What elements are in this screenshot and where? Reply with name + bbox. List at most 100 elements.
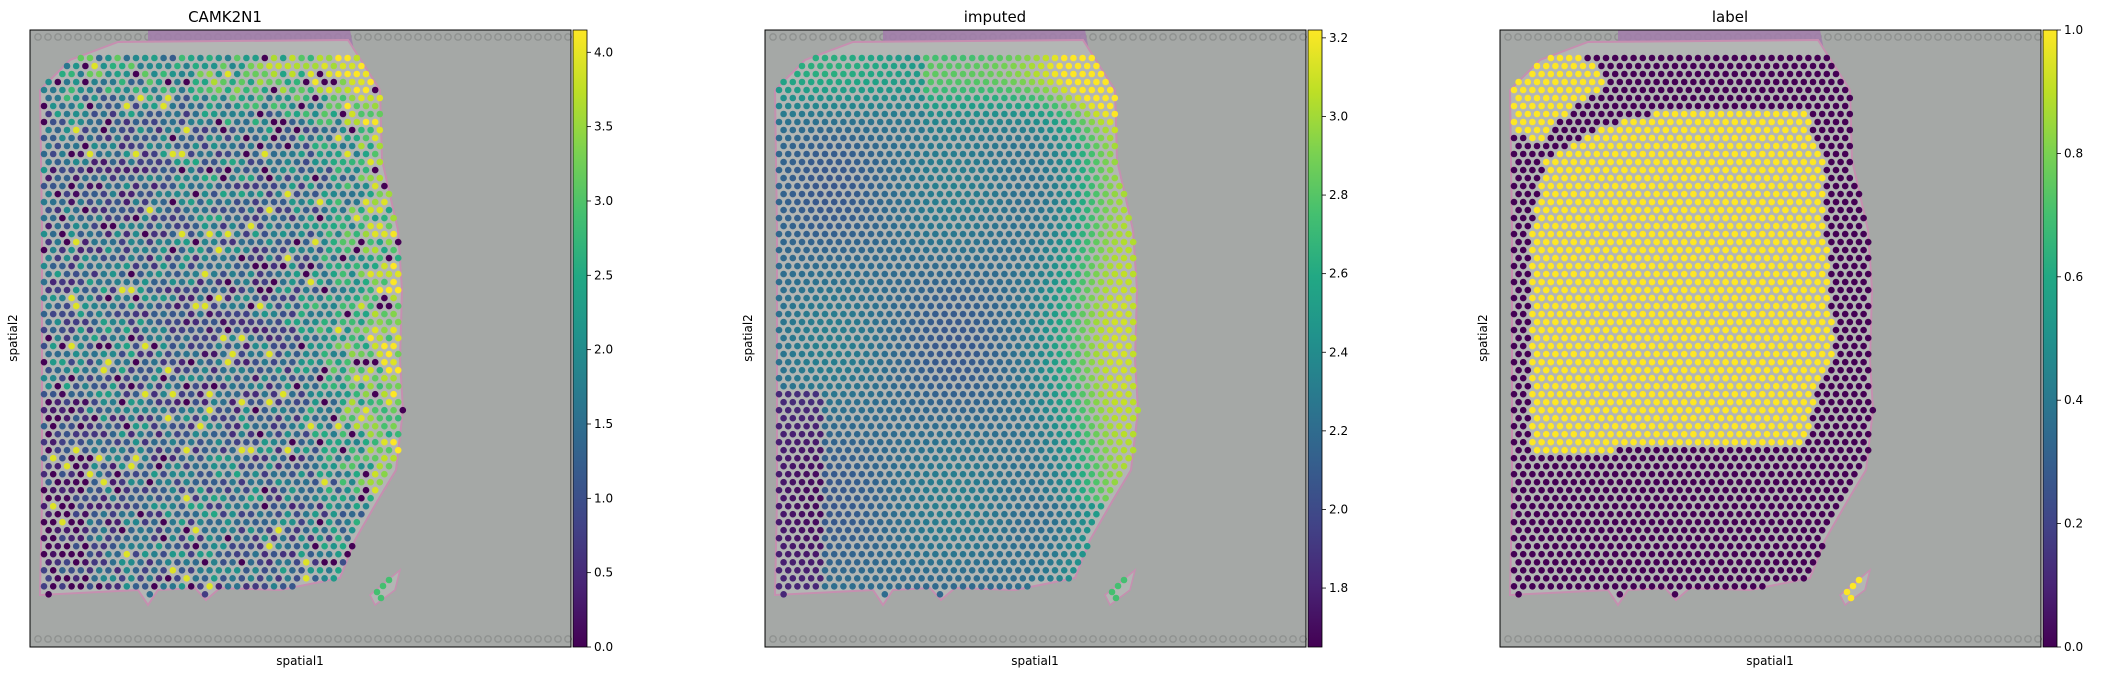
spot [128, 62, 135, 70]
spot [339, 78, 347, 86]
spot [941, 470, 948, 478]
spot [1120, 334, 1128, 342]
spot [1051, 54, 1059, 62]
spot [932, 294, 939, 302]
spot [858, 214, 866, 222]
spot [780, 430, 787, 438]
spot [307, 278, 315, 286]
spot [330, 382, 338, 390]
spot [1102, 350, 1109, 358]
spot [987, 246, 994, 254]
spot [1056, 382, 1063, 390]
spot [77, 406, 85, 414]
spot [1129, 350, 1137, 358]
spot [266, 62, 273, 70]
spot [1024, 326, 1031, 334]
spot [991, 190, 999, 198]
spot [830, 246, 838, 254]
spot [1120, 366, 1128, 374]
spot [987, 310, 994, 318]
spot [123, 550, 131, 558]
spot [1116, 198, 1123, 206]
spot [1074, 142, 1082, 150]
spot [86, 534, 94, 542]
spot [1070, 246, 1077, 254]
spot [886, 358, 893, 366]
spot [1010, 222, 1017, 230]
spot [86, 342, 94, 350]
spot [146, 382, 154, 390]
spot [279, 567, 287, 574]
spot [863, 302, 870, 310]
spot [955, 126, 962, 134]
spot [945, 526, 953, 534]
spot [266, 494, 273, 502]
spot [82, 206, 89, 214]
spot [1001, 126, 1008, 134]
spot [68, 310, 75, 318]
spot [197, 502, 204, 510]
spot [830, 518, 838, 526]
spot [1125, 262, 1132, 270]
spot [187, 406, 195, 414]
spot [390, 214, 397, 222]
spot [844, 318, 852, 326]
spot [1088, 262, 1096, 270]
spot [927, 286, 935, 294]
spot [325, 102, 333, 110]
spot [358, 126, 365, 134]
spot [1074, 462, 1082, 470]
spot [325, 86, 333, 94]
spot [1102, 302, 1109, 310]
spot [867, 262, 875, 270]
spot [128, 414, 135, 422]
spot [817, 126, 824, 134]
spot [164, 78, 172, 86]
spot [1097, 390, 1105, 398]
spot [886, 278, 893, 286]
spot [224, 518, 232, 526]
spot [224, 422, 232, 430]
spot [187, 70, 195, 78]
spot [913, 150, 921, 158]
spot [63, 462, 71, 470]
spot [261, 310, 269, 318]
spot [858, 182, 866, 190]
spot [909, 190, 916, 198]
spot [210, 462, 218, 470]
spot [794, 134, 801, 142]
spot [886, 518, 893, 526]
spot [261, 422, 269, 430]
spot [899, 510, 907, 518]
spot [132, 358, 140, 366]
spot [118, 414, 126, 422]
spot [49, 518, 57, 526]
spot [1111, 190, 1119, 198]
spot [890, 126, 898, 134]
spot [330, 254, 338, 262]
spot [812, 262, 820, 270]
spot [220, 286, 227, 294]
spot [335, 567, 342, 574]
spot [835, 494, 843, 502]
spot [803, 166, 810, 174]
spot [270, 166, 278, 174]
spot [114, 278, 121, 286]
spot [996, 262, 1004, 270]
spot [373, 588, 381, 596]
spot [215, 583, 223, 590]
spot [86, 54, 94, 62]
spot [229, 94, 236, 102]
spot [904, 518, 912, 526]
spot [913, 486, 921, 494]
spot [243, 534, 250, 542]
spot [100, 575, 108, 582]
spot [86, 230, 94, 238]
spot [284, 190, 292, 198]
spot [252, 342, 259, 350]
spot [945, 62, 953, 70]
spot [927, 350, 935, 358]
spot [82, 446, 89, 454]
spot [899, 94, 907, 102]
spot [807, 526, 815, 534]
